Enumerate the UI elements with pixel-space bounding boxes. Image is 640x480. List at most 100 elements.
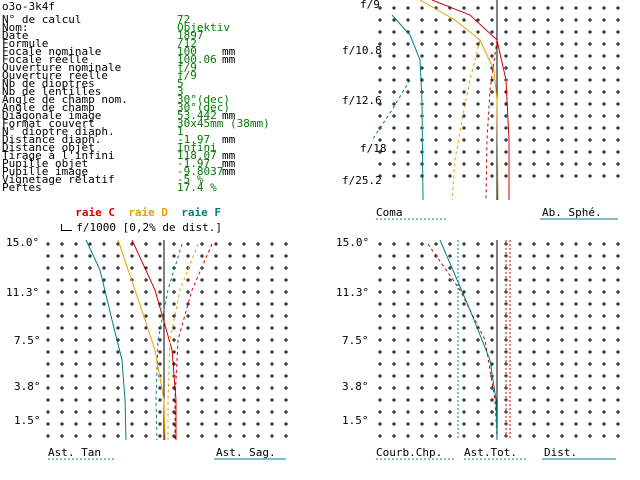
grid-cross xyxy=(242,326,246,330)
grid-cross xyxy=(574,126,578,130)
grid-cross xyxy=(560,266,564,270)
grid-cross xyxy=(392,434,396,438)
grid-cross xyxy=(242,314,246,318)
grid-cross xyxy=(200,326,204,330)
grid-cross xyxy=(378,174,382,178)
grid-cross xyxy=(602,314,606,318)
grid-cross xyxy=(74,398,78,402)
grid-cross xyxy=(476,42,480,46)
grid-cross xyxy=(158,278,162,282)
curve-f-coma xyxy=(371,79,411,141)
grid-cross xyxy=(74,254,78,258)
grid-cross xyxy=(560,290,564,294)
grid-cross xyxy=(532,290,536,294)
grid-cross xyxy=(88,242,92,246)
grid-cross xyxy=(200,254,204,258)
grid-cross xyxy=(102,242,106,246)
grid-cross xyxy=(462,102,466,106)
grid-cross xyxy=(60,338,64,342)
grid-cross xyxy=(74,434,78,438)
grid-cross xyxy=(532,338,536,342)
grid-cross xyxy=(378,398,382,402)
grid-cross xyxy=(242,398,246,402)
grid-cross xyxy=(130,410,134,414)
grid-cross xyxy=(616,302,620,306)
grid-cross xyxy=(46,302,50,306)
grid-cross xyxy=(602,126,606,130)
grid-cross xyxy=(242,302,246,306)
grid-cross xyxy=(46,434,50,438)
grid-cross xyxy=(270,362,274,366)
grid-cross xyxy=(392,138,396,142)
grid-cross xyxy=(144,362,148,366)
grid-cross xyxy=(434,242,438,246)
grid-cross xyxy=(378,254,382,258)
grid-cross xyxy=(462,386,466,390)
grid-cross xyxy=(448,138,452,142)
grid-cross xyxy=(574,278,578,282)
grid-cross xyxy=(434,362,438,366)
grid-cross xyxy=(60,350,64,354)
grid-cross xyxy=(504,42,508,46)
grid-cross xyxy=(616,266,620,270)
grid-cross xyxy=(448,302,452,306)
grid-cross xyxy=(270,386,274,390)
grid-cross xyxy=(546,54,550,58)
grid-cross xyxy=(130,302,134,306)
grid-cross xyxy=(406,54,410,58)
grid-cross xyxy=(378,338,382,342)
grid-cross xyxy=(518,374,522,378)
grid-cross xyxy=(616,54,620,58)
grid-cross xyxy=(46,254,50,258)
grid-cross xyxy=(392,90,396,94)
grid-cross xyxy=(284,314,288,318)
grid-cross xyxy=(476,174,480,178)
grid-cross xyxy=(588,162,592,166)
param-label: Format couvert xyxy=(2,117,95,130)
grid-cross xyxy=(392,422,396,426)
grid-cross xyxy=(560,302,564,306)
grid-cross xyxy=(602,90,606,94)
grid-cross xyxy=(616,102,620,106)
param-unit: mm xyxy=(222,45,236,58)
grid-cross xyxy=(574,314,578,318)
grid-cross xyxy=(378,162,382,166)
grid-cross xyxy=(602,410,606,414)
grid-cross xyxy=(518,6,522,10)
grid-cross xyxy=(448,278,452,282)
grid-cross xyxy=(102,314,106,318)
grid-cross xyxy=(378,266,382,270)
tan-f xyxy=(85,239,127,441)
grid-cross xyxy=(616,18,620,22)
grid-cross xyxy=(532,78,536,82)
grid-cross xyxy=(448,162,452,166)
grid-cross xyxy=(420,350,424,354)
param-label: Nom: xyxy=(2,21,29,34)
grid-cross xyxy=(434,386,438,390)
grid-cross xyxy=(270,290,274,294)
grid-cross xyxy=(172,314,176,318)
grid-cross xyxy=(116,386,120,390)
grid-cross xyxy=(476,162,480,166)
legend: raie C raie D raie F xyxy=(62,199,221,218)
grid-cross xyxy=(448,242,452,246)
grid-cross xyxy=(546,90,550,94)
grid-cross xyxy=(186,410,190,414)
grid-cross xyxy=(588,78,592,82)
grid-cross xyxy=(88,410,92,414)
grid-cross xyxy=(406,254,410,258)
grid-cross xyxy=(186,254,190,258)
grid-cross xyxy=(228,362,232,366)
param-row: Ouverture réelle f/9 xyxy=(2,70,332,81)
grid-cross xyxy=(60,266,64,270)
grid-cross xyxy=(532,266,536,270)
grid-cross xyxy=(560,350,564,354)
grid-cross xyxy=(378,302,382,306)
grid-cross xyxy=(392,42,396,46)
grid-cross xyxy=(242,434,246,438)
grid-cross xyxy=(214,314,218,318)
grid-cross xyxy=(172,326,176,330)
grid-cross xyxy=(518,18,522,22)
param-row: Diagonale image 53.442 mm xyxy=(2,110,332,121)
grid-cross xyxy=(602,278,606,282)
